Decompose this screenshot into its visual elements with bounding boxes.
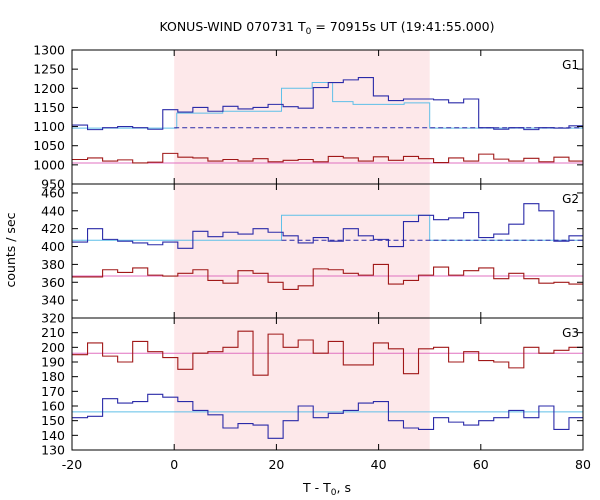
x-tick-label: 80 [575,457,591,472]
y-tick-label: 440 [41,203,65,218]
x-axis-label-subscript: 0 [331,488,337,498]
y-tick-label: 1200 [33,81,65,96]
y-tick-label: 200 [41,340,65,355]
y-tick-label: 190 [41,355,65,370]
y-tick-label: 420 [41,221,65,236]
plot-area [72,77,583,164]
count-rate-histogram [72,152,583,164]
y-tick-label: 180 [41,369,65,384]
panel-label: G2 [562,192,579,206]
y-tick-label: 1100 [33,119,65,134]
model-fit-step [72,82,583,129]
y-tick-label: 170 [41,384,65,399]
plot-area [72,203,583,290]
y-tick-label: 150 [41,413,65,428]
x-tick-label: 20 [268,457,284,472]
x-tick-label: 60 [473,457,489,472]
series-dark_red-0 [72,330,583,376]
series-blue-0 [72,77,583,131]
series-dark_red-1 [72,263,583,290]
burst-interval-band [174,184,430,318]
x-tick-label: 40 [371,457,387,472]
y-tick-label: 1300 [33,43,65,58]
y-axis-ticks: 320 340 360 380 400 420 440 460 [41,185,583,326]
panel-label: G1 [562,58,579,72]
count-rate-histogram [72,203,583,249]
x-axis-label-rest: , s [337,480,351,495]
y-tick-label: 1150 [33,100,65,115]
chart-title: KONUS-WIND 070731 T0 = 70915s UT (19:41:… [159,19,494,37]
model-fit-step [72,214,583,241]
series-blue-0 [72,203,583,249]
count-rate-histogram [72,263,583,290]
count-rate-histogram [72,393,583,439]
burst-interval-band [174,318,430,450]
x-axis-ticks [71,50,584,184]
count-rate-histogram [72,330,583,376]
x-axis-ticks: -20 0 20 40 60 80 [62,318,591,472]
x-tick-label: 0 [170,457,178,472]
y-tick-label: 950 [41,177,65,192]
series-blue-1 [72,393,583,439]
y-tick-label: 400 [41,239,65,254]
burst-interval-band [174,50,430,184]
y-tick-label: 130 [41,443,65,458]
y-tick-label: 140 [41,428,65,443]
y-tick-label: 1050 [33,138,65,153]
y-tick-label: 1250 [33,62,65,77]
panel-g1: G1 950 1000 1050 1100 1150 1200 1250 1300 [33,43,584,192]
count-rate-histogram [72,77,583,131]
chart-title-main: KONUS-WIND 070731 T [159,19,305,34]
series-dark_red-1 [72,152,583,164]
y-axis-ticks: 950 1000 1050 1100 1150 1200 1250 1300 [33,43,583,192]
panels-group: G19501000105011001150120012501300G232034… [33,43,591,473]
plot-area [72,330,583,439]
y-axis-label: counts / sec [3,212,18,287]
y-tick-label: 360 [41,275,65,290]
chart-title-subscript: 0 [306,27,312,37]
x-tick-label: -20 [62,457,82,472]
y-tick-label: 160 [41,399,65,414]
y-tick-label: 210 [41,325,65,340]
panel-frame [71,317,584,451]
x-axis-label: T - T0, s [302,480,351,498]
y-tick-label: 340 [41,293,65,308]
chart-title-rest: = 70915s UT (19:41:55.000) [311,19,494,34]
x-axis-ticks [71,184,584,318]
y-tick-label: 460 [41,185,65,200]
y-tick-label: 1000 [33,157,65,172]
y-tick-label: 380 [41,257,65,272]
x-axis-label-main: T - T [302,480,331,495]
y-tick-label: 320 [41,311,65,326]
panel-g2: G2 320 340 360 380 400 420 440 460 [41,183,584,326]
panel-label: G3 [562,326,579,340]
